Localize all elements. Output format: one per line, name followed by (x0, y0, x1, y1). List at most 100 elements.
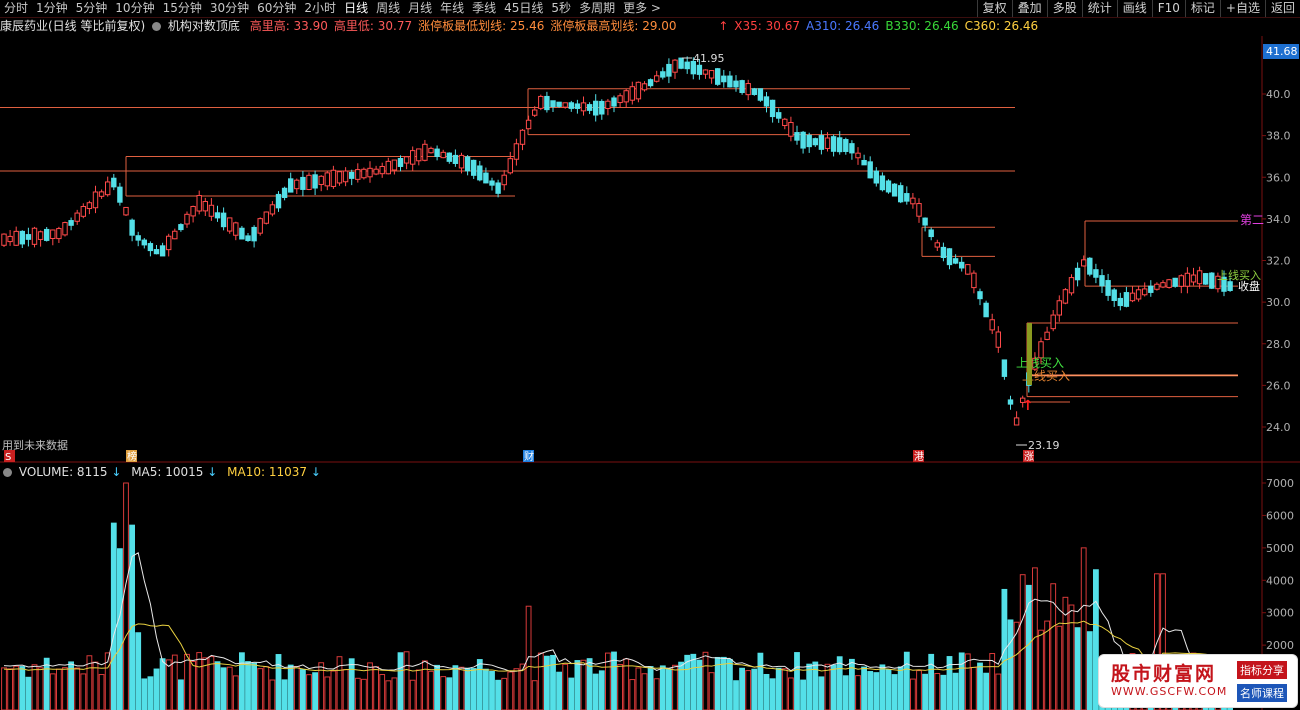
volume-bar (910, 678, 916, 710)
indicator-settings-icon[interactable] (152, 22, 162, 31)
candle-body (629, 86, 635, 101)
candle-body (751, 88, 757, 95)
tab-period[interactable]: 日线 (344, 1, 369, 15)
toolbar-button[interactable]: F10 (1151, 0, 1185, 17)
volume-bar (842, 675, 849, 710)
tab-period[interactable]: 1分钟 (36, 1, 68, 15)
toolbar-button[interactable]: 叠加 (1011, 0, 1047, 17)
candle-body (281, 187, 288, 198)
candle-body (1032, 357, 1038, 370)
candle-body (532, 109, 538, 116)
volume-bar (781, 668, 788, 710)
candle-body (397, 157, 404, 167)
volume-bar (306, 674, 312, 710)
toolbar-button[interactable]: 复权 (976, 0, 1012, 17)
tab-period[interactable]: 30分钟 (209, 1, 250, 15)
tab-period[interactable]: 5秒 (551, 1, 572, 15)
volume-bar (452, 665, 459, 710)
tab-period[interactable]: 10分钟 (115, 1, 155, 15)
volume-bar (855, 675, 861, 710)
candle-body (861, 159, 867, 166)
toolbar-button[interactable]: 返回 (1264, 0, 1300, 17)
volume-bar (580, 659, 587, 710)
tab-period[interactable]: 分时 (4, 1, 29, 15)
toolbar-button[interactable]: 统计 (1081, 0, 1117, 17)
candle-body (745, 83, 751, 96)
tab-period[interactable]: 15分钟 (162, 1, 202, 15)
ma-value: B330: 26.46 (885, 19, 959, 33)
toolbar-button[interactable]: 画线 (1116, 0, 1152, 17)
candle-body (1013, 417, 1020, 426)
candle-body (721, 75, 727, 83)
volume-bar (672, 664, 678, 710)
volume-bar (934, 673, 941, 710)
candle-body (471, 159, 477, 176)
candle-body (556, 101, 562, 107)
candle-body (300, 176, 306, 190)
volume-bar (544, 655, 550, 710)
volume-bar (25, 676, 32, 710)
watermark-url: WWW.GSCFW.COM (1111, 685, 1228, 698)
tab-period[interactable]: 季线 (472, 1, 497, 15)
volume-bar (867, 671, 874, 710)
candle-body (934, 242, 940, 248)
candle-body (605, 100, 611, 110)
candle-body (98, 191, 105, 197)
volume-bar (361, 678, 367, 710)
indicator-value: 高里低: 30.77 (333, 19, 413, 33)
candle-body (379, 165, 385, 175)
candle-body (1020, 397, 1026, 403)
volume-bar (592, 673, 599, 710)
candle-body (403, 156, 410, 164)
volume-bar (531, 680, 538, 710)
volume-bar (397, 652, 404, 710)
tab-period[interactable]: 年线 (440, 1, 465, 15)
candle-body (464, 156, 471, 172)
tab-period[interactable]: 2小时 (304, 1, 337, 15)
tab-period[interactable]: 5分钟 (75, 1, 108, 15)
candle-body (391, 159, 398, 171)
tab-period[interactable]: 周线 (376, 1, 401, 15)
volume-bar (202, 657, 209, 710)
event-marker (913, 450, 924, 462)
candle-body (769, 99, 776, 118)
candle-body (275, 193, 282, 209)
volume-bar (165, 659, 172, 710)
volume-ma10: MA10: 11037 (227, 465, 308, 479)
candle-body (1056, 300, 1062, 316)
candle-body (593, 100, 599, 116)
volume-bar (19, 666, 26, 710)
volume-settings-icon[interactable] (3, 468, 12, 477)
candle-body (312, 174, 318, 189)
candle-body (1142, 288, 1148, 296)
candle-body (1184, 272, 1191, 287)
toolbar-button[interactable]: 标记 (1184, 0, 1220, 17)
candle-body (330, 169, 337, 187)
volume-bar (977, 662, 983, 710)
candle-body (885, 180, 892, 193)
tab-period[interactable]: 45日线 (504, 1, 544, 15)
volume-bar (336, 656, 343, 710)
volume-bar (312, 672, 319, 710)
volume-bar (354, 677, 361, 710)
volume-label: VOLUME: 8115 (18, 465, 108, 479)
candle-body (873, 170, 879, 184)
volume-bar (422, 660, 428, 710)
price-tick: 32.0 (1266, 255, 1291, 268)
candle-body (800, 131, 806, 149)
candle-body (1, 233, 7, 246)
toolbar-button[interactable]: 多股 (1046, 0, 1082, 17)
tab-period[interactable]: 更多 > (623, 1, 661, 15)
volume-bar (757, 652, 764, 710)
tab-period[interactable]: 60分钟 (257, 1, 297, 15)
volume-bar (733, 680, 739, 710)
volume-bar (159, 658, 166, 710)
candle-body (916, 203, 922, 217)
volume-bar (952, 672, 959, 710)
volume-bar (958, 652, 965, 710)
volume-bar (135, 632, 142, 710)
tab-period[interactable]: 月线 (408, 1, 433, 15)
toolbar-button[interactable]: +自选 (1219, 0, 1265, 17)
tab-period[interactable]: 多周期 (579, 1, 616, 15)
